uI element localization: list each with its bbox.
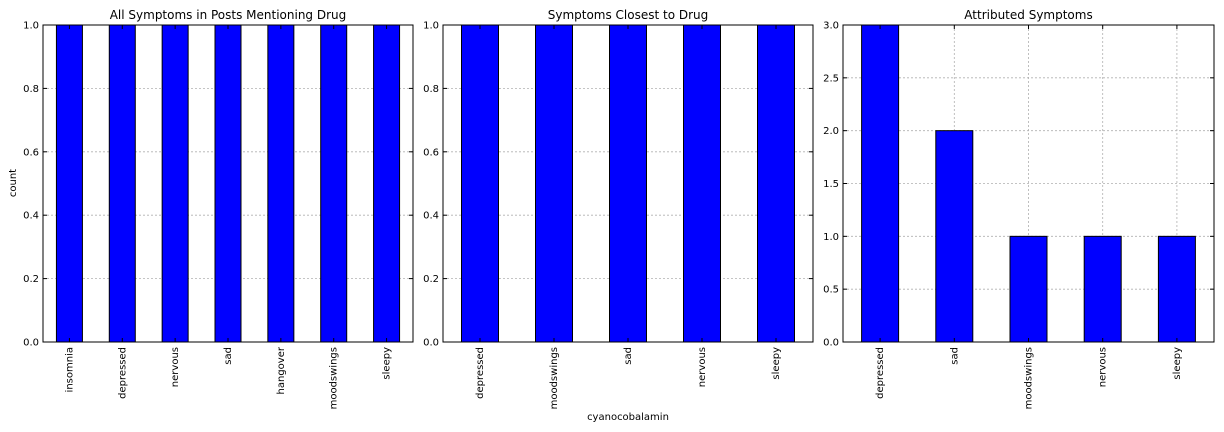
y-tick-label: 0.8: [423, 84, 439, 95]
y-tick-label: 0.0: [823, 338, 839, 349]
bar-insomnia: [55, 24, 83, 343]
x-tick-label: nervous: [697, 347, 708, 387]
y-tick-label: 1.0: [423, 21, 439, 32]
x-tick-label: depressed: [875, 347, 886, 399]
x-axis-label: cyanocobalamin: [587, 412, 669, 423]
x-tick-label: hangover: [276, 346, 287, 394]
y-tick-label: 0.2: [423, 274, 439, 285]
bar-nervous: [161, 24, 189, 343]
bar-moodswings: [320, 24, 348, 343]
bar-sleepy: [1157, 235, 1196, 343]
y-tick-label: 3.0: [823, 21, 839, 32]
x-tick-label: moodswings: [1024, 347, 1035, 409]
y-tick-label: 2.0: [823, 126, 839, 137]
bar-depressed: [461, 24, 499, 343]
x-tick-label: sleepy: [382, 347, 393, 380]
bar-depressed: [861, 24, 900, 343]
y-axis-label: count: [8, 169, 19, 197]
chart-panel-1: All Symptoms in Posts Mentioning Drug 0.0…: [23, 8, 414, 409]
x-tick-label: sleepy: [1172, 347, 1183, 380]
y-tick-label: 0.6: [423, 147, 439, 158]
bar-sad: [214, 24, 242, 343]
plot-frame: [442, 24, 814, 343]
chart-panel-3: Attributed Symptoms 0.0 0.5 1.0 1.5 2.0 2.5 3.0…: [823, 8, 1215, 409]
bar-sleepy: [757, 24, 795, 343]
bar-sleepy: [373, 24, 401, 343]
chart-panel-2: Symptoms Closest to Drug 0.0 0.2 0.4 0.6 0.8 1…: [423, 8, 814, 409]
panel-title: All Symptoms in Posts Mentioning Drug: [110, 8, 347, 22]
bar-moodswings: [1009, 235, 1048, 343]
x-tick-label: moodswings: [549, 347, 560, 409]
bar-nervous: [1083, 235, 1122, 343]
bar-sad: [609, 24, 647, 343]
y-tick-label: 1.5: [823, 179, 839, 190]
bar-sad: [935, 130, 974, 343]
y-tick-label: 0.4: [423, 211, 439, 222]
y-tick-label: 0.0: [23, 338, 39, 349]
panel-title: Symptoms Closest to Drug: [548, 8, 709, 22]
panel-title: Attributed Symptoms: [964, 8, 1092, 22]
x-tick-label: depressed: [475, 347, 486, 399]
x-tick-label: nervous: [1098, 347, 1109, 387]
x-tick-label: sad: [949, 347, 960, 365]
bar-moodswings: [535, 24, 573, 343]
y-tick-label: 0.5: [823, 285, 839, 296]
x-tick-label: insomnia: [64, 347, 75, 392]
y-tick-label: 1.0: [823, 232, 839, 243]
x-tick-label: sleepy: [771, 347, 782, 380]
x-tick-label: sad: [623, 347, 634, 365]
y-tick-label: 0.2: [23, 274, 39, 285]
y-tick-label: 0.8: [23, 84, 39, 95]
y-tick-label: 1.0: [23, 21, 39, 32]
plot-frame: [42, 24, 414, 343]
x-tick-label: nervous: [170, 347, 181, 387]
y-tick-label: 0.4: [23, 211, 39, 222]
x-tick-label: sad: [223, 347, 234, 365]
y-tick-label: 0.6: [23, 147, 39, 158]
bar-depressed: [108, 24, 136, 343]
y-tick-label: 2.5: [823, 73, 839, 84]
bar-nervous: [683, 24, 721, 343]
x-tick-label: moodswings: [329, 347, 340, 409]
plot-frame: [842, 24, 1215, 343]
y-tick-label: 0.0: [423, 338, 439, 349]
bar-hangover: [267, 24, 295, 343]
x-tick-label: depressed: [117, 347, 128, 399]
